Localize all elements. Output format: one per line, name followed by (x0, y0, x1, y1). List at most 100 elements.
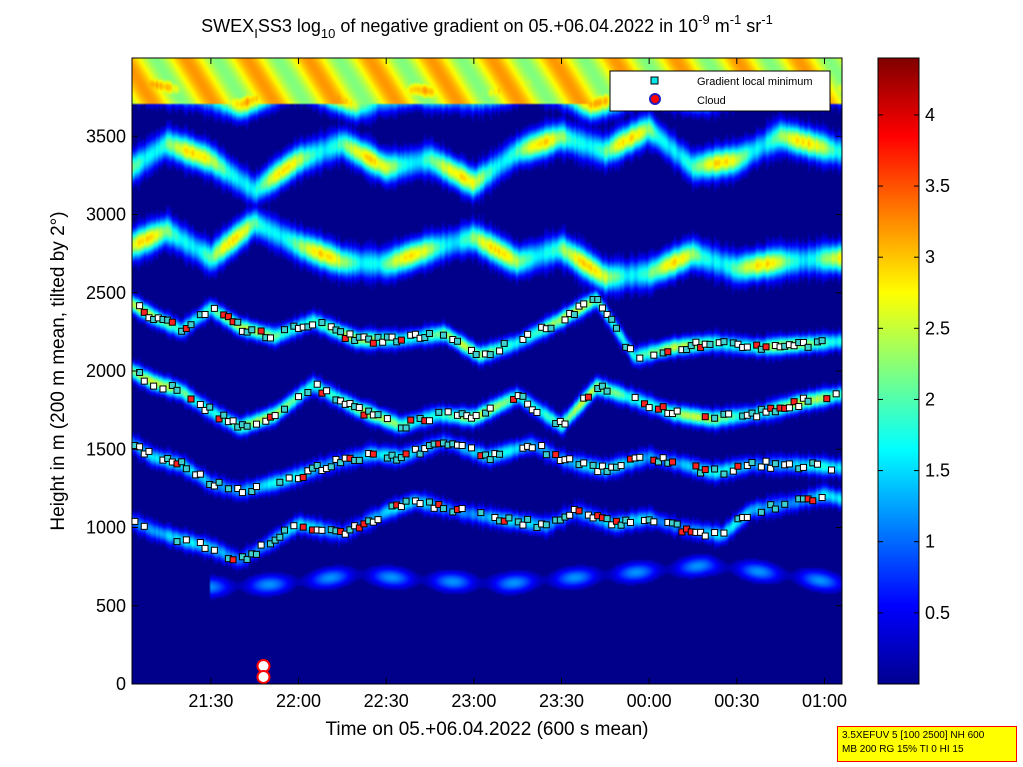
gradient-minimum-marker (683, 346, 691, 354)
gradient-minimum-marker (496, 347, 504, 355)
gradient-minimum-marker (669, 458, 677, 466)
gradient-minimum-marker (542, 451, 550, 459)
gradient-minimum-marker (575, 507, 583, 515)
colorbar-tick-label: 0.5 (925, 603, 950, 623)
gradient-minimum-marker (374, 333, 382, 341)
gradient-minimum-marker (486, 351, 494, 359)
gradient-minimum-marker (701, 532, 709, 540)
gradient-minimum-marker (173, 538, 181, 546)
gradient-minimum-marker (285, 474, 293, 482)
gradient-minimum-marker (701, 466, 709, 474)
gradient-minimum-marker (832, 390, 840, 398)
gradient-minimum-marker (762, 343, 770, 351)
gradient-minimum-marker (767, 501, 775, 509)
gradient-minimum-marker (743, 513, 751, 521)
x-tick-label: 23:30 (539, 691, 584, 711)
gradient-minimum-marker (538, 442, 546, 450)
gradient-minimum-marker (453, 337, 461, 345)
gradient-minimum-marker (524, 515, 532, 523)
gradient-minimum-marker (140, 308, 148, 316)
gradient-minimum-marker (374, 516, 382, 524)
x-tick-label: 01:00 (802, 691, 847, 711)
gradient-minimum-marker (416, 450, 424, 458)
gradient-minimum-marker (626, 518, 634, 526)
gradient-minimum-marker (547, 324, 555, 332)
gradient-minimum-marker (617, 521, 625, 529)
gradient-minimum-marker (608, 315, 616, 323)
gradient-minimum-marker (706, 340, 714, 348)
x-tick-label: 00:00 (627, 691, 672, 711)
gradient-minimum-marker (519, 521, 527, 529)
gradient-minimum-marker (818, 337, 826, 345)
gradient-minimum-marker (224, 313, 232, 321)
gradient-minimum-marker (341, 334, 349, 342)
gradient-minimum-marker (673, 520, 681, 528)
gradient-minimum-marker (598, 304, 606, 312)
gradient-minimum-marker (257, 541, 265, 549)
gradient-minimum-marker (510, 395, 518, 403)
gradient-minimum-marker (804, 343, 812, 351)
y-tick-label: 1000 (86, 518, 126, 538)
gradient-minimum-marker (224, 485, 232, 493)
gradient-minimum-marker (580, 300, 588, 308)
gradient-minimum-marker (580, 459, 588, 467)
gradient-minimum-marker (458, 504, 466, 512)
gradient-minimum-marker (369, 339, 377, 347)
gradient-minimum-marker (771, 408, 779, 416)
gradient-minimum-marker (248, 326, 256, 334)
gradient-minimum-marker (290, 522, 298, 530)
gradient-minimum-marker (785, 460, 793, 468)
gradient-minimum-marker (215, 478, 223, 486)
gradient-minimum-marker (201, 310, 209, 318)
gradient-minimum-marker (341, 530, 349, 538)
gradient-minimum-marker (528, 444, 536, 452)
gradient-minimum-marker (734, 462, 742, 470)
gradient-minimum-marker (411, 330, 419, 338)
gradient-minimum-marker (603, 387, 611, 395)
gradient-minimum-marker (346, 330, 354, 338)
gradient-minimum-marker (496, 450, 504, 458)
gradient-minimum-marker (262, 417, 270, 425)
gradient-minimum-marker (145, 447, 153, 455)
gradient-minimum-marker (206, 403, 214, 411)
gradient-minimum-marker (439, 505, 447, 513)
gradient-minimum-marker (711, 529, 719, 537)
gradient-minimum-marker (598, 382, 606, 390)
gradient-minimum-marker (435, 500, 443, 508)
gradient-minimum-marker (594, 468, 602, 476)
gradient-minimum-marker (603, 515, 611, 523)
gradient-minimum-marker (327, 463, 335, 471)
gradient-minimum-marker (201, 544, 209, 552)
gradient-minimum-marker (524, 400, 532, 408)
gradient-minimum-marker (472, 411, 480, 419)
gradient-minimum-marker (757, 463, 765, 471)
gradient-minimum-marker (309, 321, 317, 329)
colorbar-tick-label: 2.5 (925, 318, 950, 338)
gradient-minimum-marker (402, 497, 410, 505)
gradient-minimum-marker (505, 514, 513, 522)
gradient-minimum-marker (468, 346, 476, 354)
gradient-minimum-marker (486, 404, 494, 412)
gradient-minimum-marker (748, 459, 756, 467)
colorbar-tick-label: 3 (925, 247, 935, 267)
gradient-minimum-marker (692, 462, 700, 470)
gradient-minimum-marker (477, 509, 485, 517)
gradient-minimum-marker (281, 526, 289, 534)
gradient-minimum-marker (196, 539, 204, 547)
gradient-minimum-marker (210, 304, 218, 312)
gradient-minimum-marker (823, 395, 831, 403)
gradient-minimum-marker (612, 517, 620, 525)
gradient-minimum-marker (299, 473, 307, 481)
gradient-minimum-marker (542, 521, 550, 529)
gradient-minimum-marker (416, 500, 424, 508)
gradient-minimum-marker (313, 380, 321, 388)
gradient-minimum-marker (150, 382, 158, 390)
gradient-minimum-marker (458, 442, 466, 450)
gradient-minimum-marker (182, 325, 190, 333)
gradient-minimum-marker (617, 462, 625, 470)
gradient-minimum-marker (566, 511, 574, 519)
gradient-minimum-marker (799, 463, 807, 471)
gradient-minimum-marker (365, 407, 373, 415)
gradient-minimum-marker (234, 318, 242, 326)
